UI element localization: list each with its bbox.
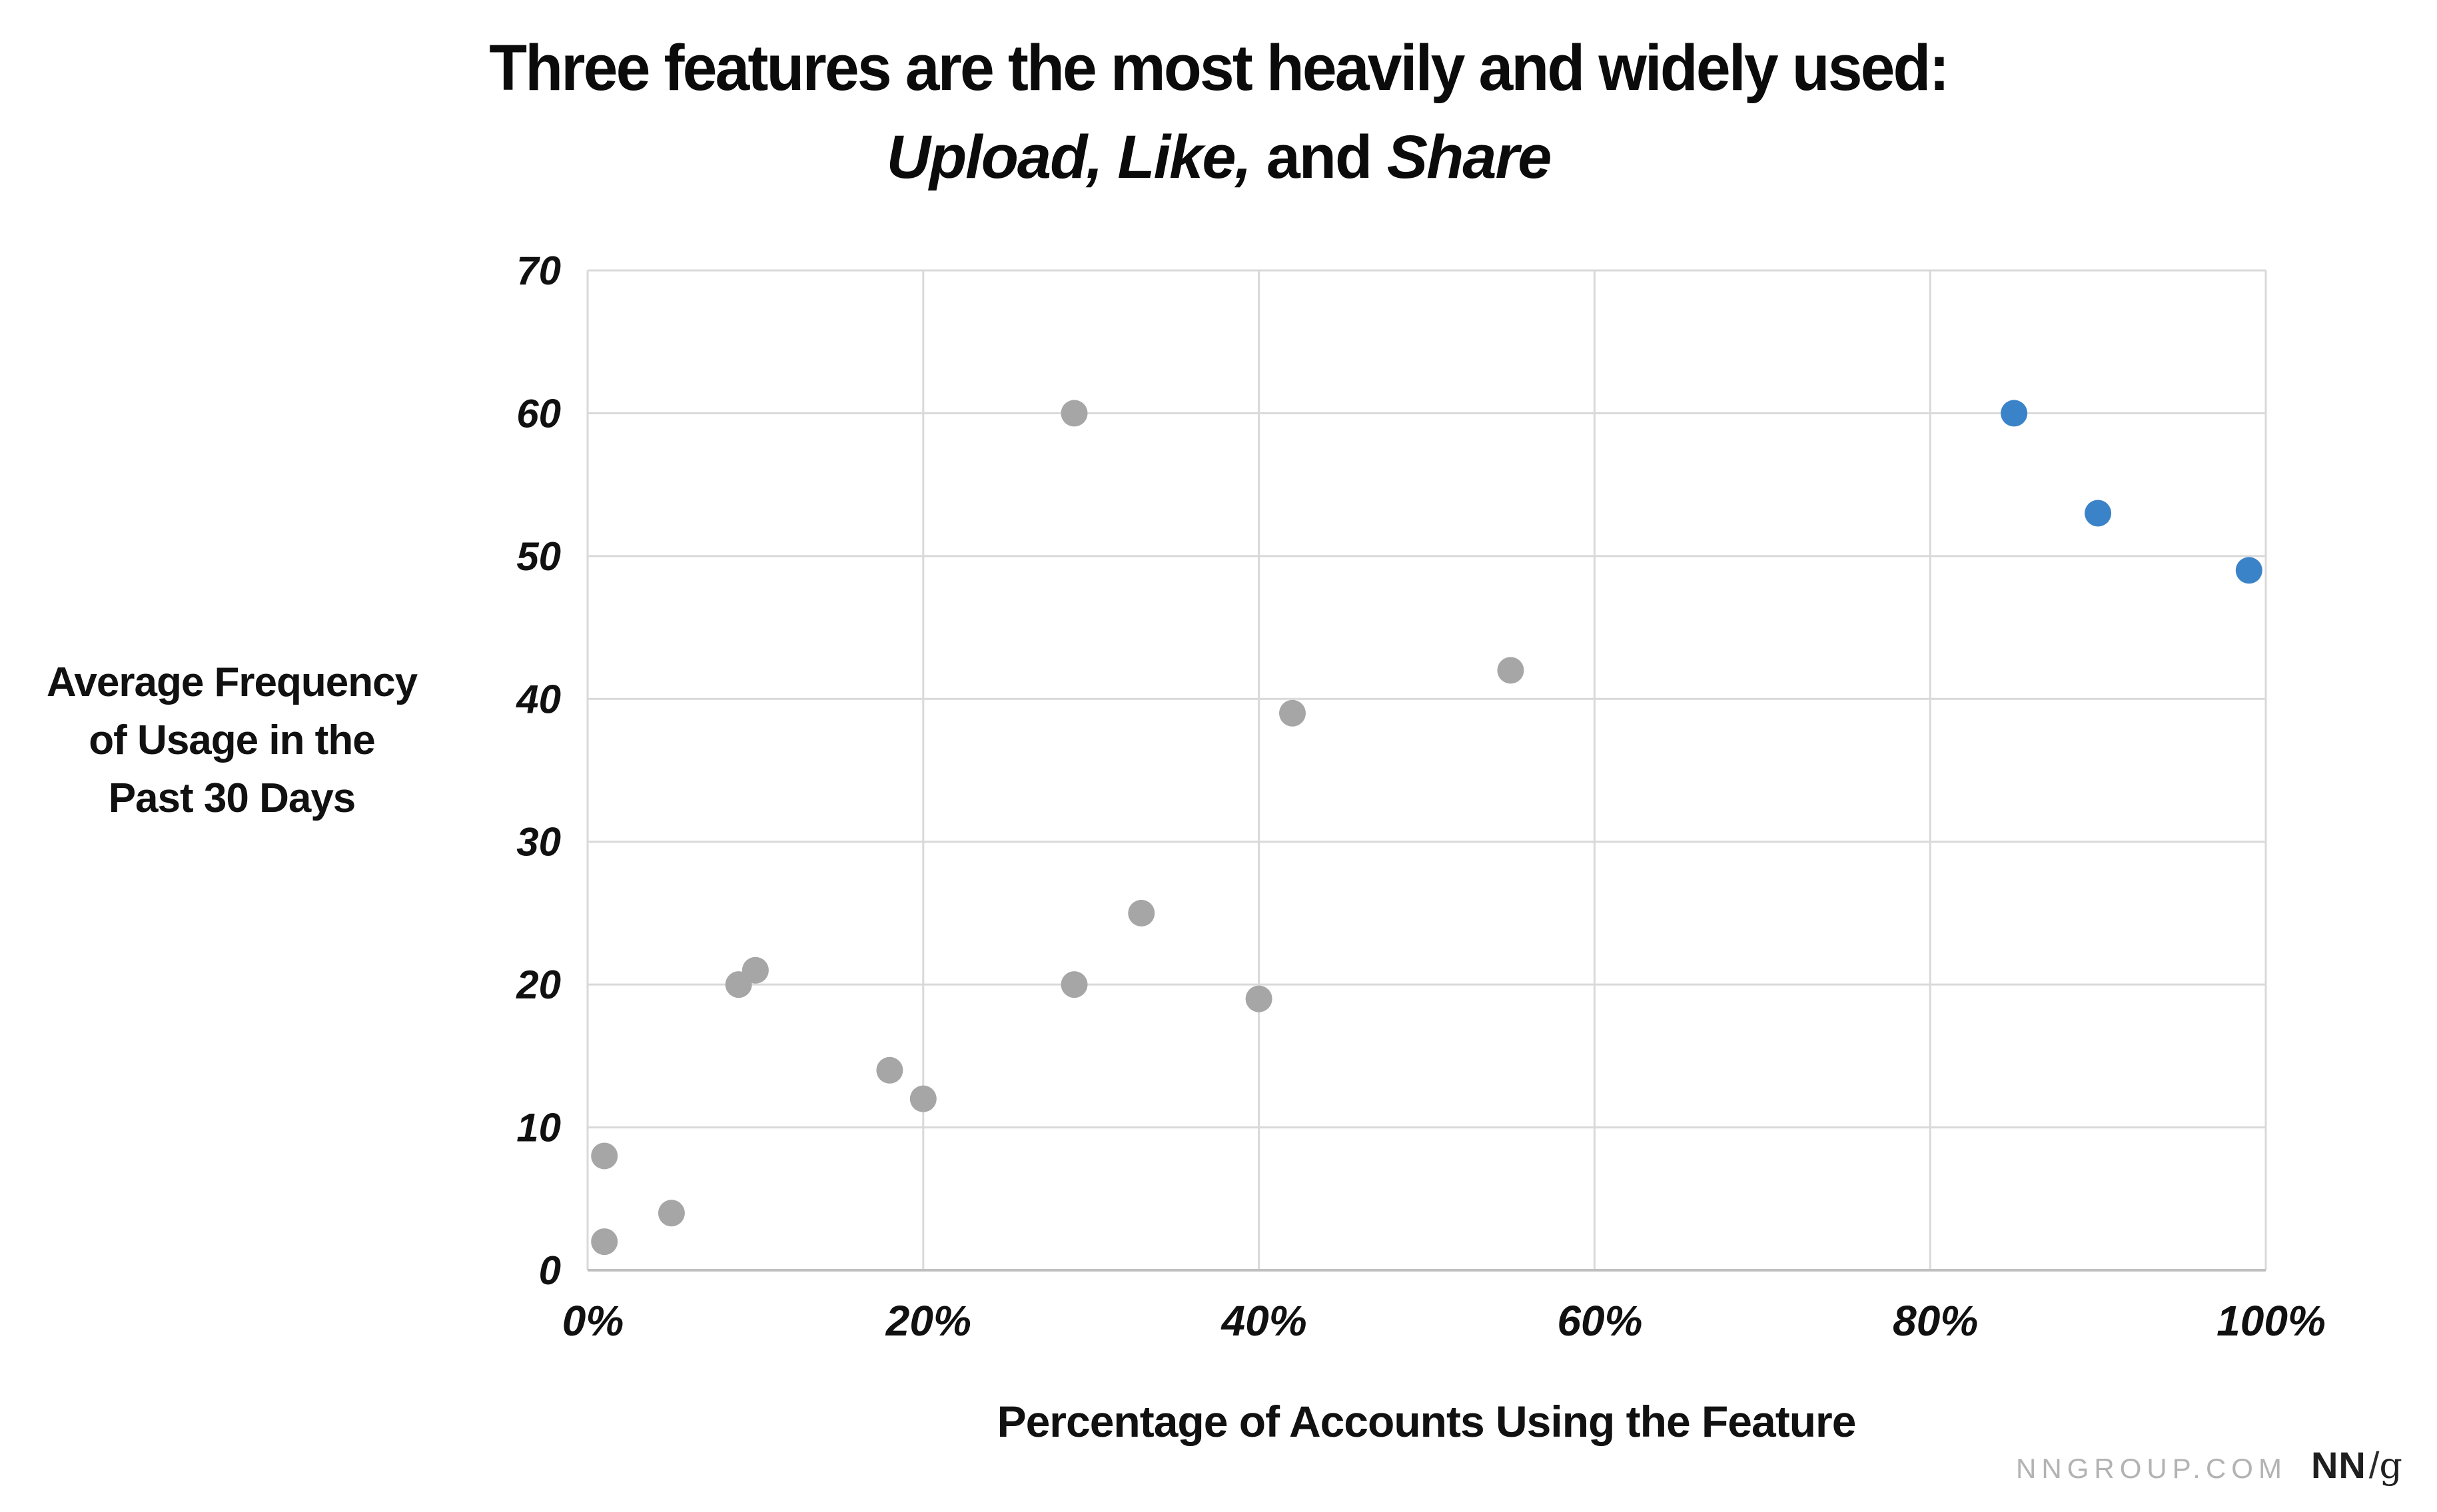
x-tick-label: 40% [1220,1297,1307,1345]
data-point [909,1085,937,1112]
x-axis-label: Percentage of Accounts Using the Feature [997,1397,1857,1446]
data-point [591,1142,618,1170]
data-point [1128,899,1155,927]
data-point [2001,400,2028,427]
data-point [741,956,769,984]
y-tick-label: 10 [516,1106,561,1150]
y-tick-label: 40 [516,677,561,721]
data-point [1278,699,1306,727]
nng-logo-slash: / [2368,1444,2380,1486]
x-tick-label: 0% [562,1297,624,1345]
x-tick-label: 80% [1893,1297,1978,1345]
data-point [2235,557,2262,584]
data-point [1061,400,1088,427]
data-point [591,1228,618,1256]
chart-title-line2: Upload, Like, and Share [0,123,2437,192]
y-tick-label: 50 [516,534,561,579]
x-tick-label: 60% [1557,1297,1642,1345]
footer-site-url: NNGROUP.COM [2016,1453,2287,1484]
chart-title: Three features are the most heavily and … [0,31,2437,192]
y-axis-label: Average Frequency of Usage in the Past 3… [46,659,418,821]
y-tick-label: 30 [516,820,561,865]
data-point [658,1200,685,1227]
title-and-word: and [1250,123,1387,191]
x-tick-label: 20% [885,1297,971,1345]
footer: NNGROUP.COM NN / g [2016,1443,2402,1487]
x-tick-label: 100% [2216,1297,2326,1345]
y-tick-label: 60 [516,391,561,436]
y-tick-label: 0 [539,1248,561,1293]
nng-logo-g: g [2379,1445,2402,1487]
nng-logo: NN / g [2311,1443,2402,1487]
title-feature-words-upload-like: Upload, Like, [886,123,1252,191]
data-point [1497,657,1524,684]
data-point [1061,971,1088,998]
y-tick-label: 70 [516,248,561,293]
data-point [2085,500,2112,527]
title-feature-word-share: Share [1386,123,1552,191]
data-point [1245,985,1272,1012]
y-tick-label: 20 [516,962,561,1007]
chart-title-line1: Three features are the most heavily and … [489,31,1949,104]
nng-logo-nn: NN [2310,1444,2366,1486]
data-point [876,1056,903,1084]
